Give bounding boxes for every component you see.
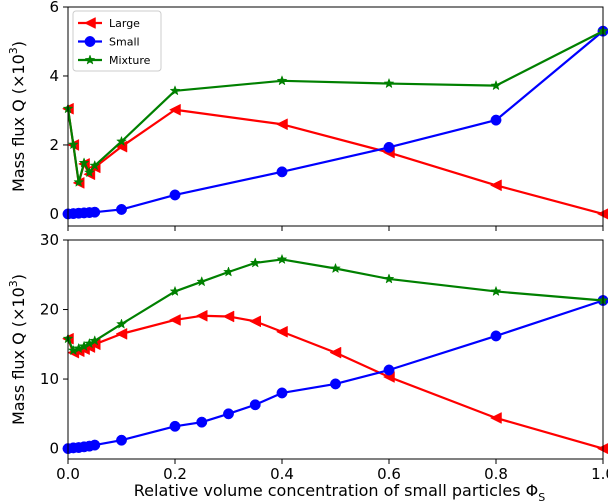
axes-frame: [67, 239, 604, 460]
data-point-mixture: [89, 335, 101, 346]
data-point-mixture: [83, 166, 95, 178]
panel-bottom: 0 10 20 30 0.0 0.2 0.4 0.6 0.8 1.0 Mass flux Q (×1…: [7, 231, 608, 504]
data-point-large: [489, 412, 502, 424]
plot-area: [62, 253, 608, 455]
data-point-mixture: [276, 75, 288, 86]
data-point-mixture: [67, 138, 79, 150]
data-point-mixture: [196, 275, 208, 287]
data-point-large: [275, 325, 288, 338]
data-point-small: [383, 141, 395, 153]
data-point-mixture: [73, 176, 85, 187]
data-point-large: [195, 309, 208, 322]
data-point-mixture: [249, 257, 261, 268]
x-axis-label: Relative volume concentration of small p…: [134, 481, 545, 504]
data-point-large: [275, 118, 288, 131]
legend-item-mixture: Mixture: [78, 54, 151, 67]
data-point-mixture: [169, 285, 181, 297]
x-tick-label: 0.0: [56, 465, 80, 483]
data-point-mixture: [78, 157, 90, 168]
data-point-small: [276, 387, 288, 399]
data-point-large: [489, 179, 502, 192]
data-point-mixture: [330, 262, 341, 274]
data-point-large: [168, 103, 181, 116]
data-point-small: [116, 434, 127, 446]
data-point-mixture: [276, 253, 288, 265]
data-point-small: [249, 399, 261, 411]
series-line-mixture: [66, 258, 604, 352]
data-point-mixture: [223, 266, 234, 277]
data-point-large: [249, 315, 261, 328]
legend-marker: [83, 17, 96, 29]
y-tick-label: 10: [40, 370, 59, 388]
data-point-mixture: [89, 159, 101, 171]
data-point-mixture: [116, 135, 127, 147]
legend-label: Large: [109, 17, 140, 30]
data-point-mixture: [490, 285, 502, 297]
legend-label: Small: [109, 36, 140, 49]
data-point-small: [89, 206, 101, 218]
y-tick-label: 20: [40, 301, 59, 319]
legend-item-large: Large: [78, 17, 140, 30]
y-tick-label: 30: [40, 231, 59, 249]
legend: Large Small Mixture: [72, 10, 162, 72]
x-tick-label: 0.8: [484, 465, 508, 483]
data-point-small: [383, 364, 395, 376]
data-point-small: [89, 439, 101, 451]
data-point-large: [168, 314, 181, 326]
data-point-small: [196, 416, 208, 428]
data-point-small: [169, 420, 181, 432]
axes-frame: [67, 6, 604, 227]
y-tick-label: 4: [49, 67, 59, 85]
x-tick-label: 0.2: [163, 465, 187, 483]
data-point-large: [115, 327, 128, 340]
y-tick-label: 0: [49, 205, 59, 223]
y-tick-label: 0: [49, 440, 59, 458]
data-point-mixture: [116, 318, 127, 329]
y-axis-label: Mass flux Q (×103): [7, 41, 28, 192]
data-point-small: [490, 330, 502, 342]
y-axis-label: Mass flux Q (×103): [7, 274, 28, 425]
legend-label: Mixture: [109, 54, 151, 67]
data-point-small: [223, 408, 234, 420]
data-point-small: [276, 166, 288, 178]
legend-item-small: Small: [78, 36, 140, 49]
legend-marker: [84, 36, 96, 47]
data-point-mixture: [490, 79, 502, 91]
series-small: [62, 295, 608, 455]
data-point-small: [330, 378, 341, 390]
x-tick-label: 0.6: [377, 465, 401, 483]
data-point-mixture: [383, 273, 395, 284]
legend-marker: [84, 54, 96, 65]
y-tick-label: 2: [49, 136, 59, 154]
data-point-large: [329, 346, 342, 359]
series-mixture: [62, 253, 608, 356]
y-tick-label: 6: [49, 0, 59, 16]
data-point-large: [222, 310, 235, 323]
x-tick-label: 1.0: [591, 465, 608, 483]
data-point-mixture: [383, 77, 395, 89]
panel-top: 0 2 4 6 Mass flux Q (×103) Large Small Mixture: [7, 0, 608, 231]
series-line-mixture: [66, 30, 604, 184]
x-tick-label: 0.4: [270, 465, 294, 483]
data-point-small: [169, 189, 181, 201]
data-point-mixture: [169, 85, 181, 96]
series-line-large: [66, 108, 604, 215]
data-point-small: [116, 203, 127, 215]
data-point-small: [490, 114, 502, 126]
